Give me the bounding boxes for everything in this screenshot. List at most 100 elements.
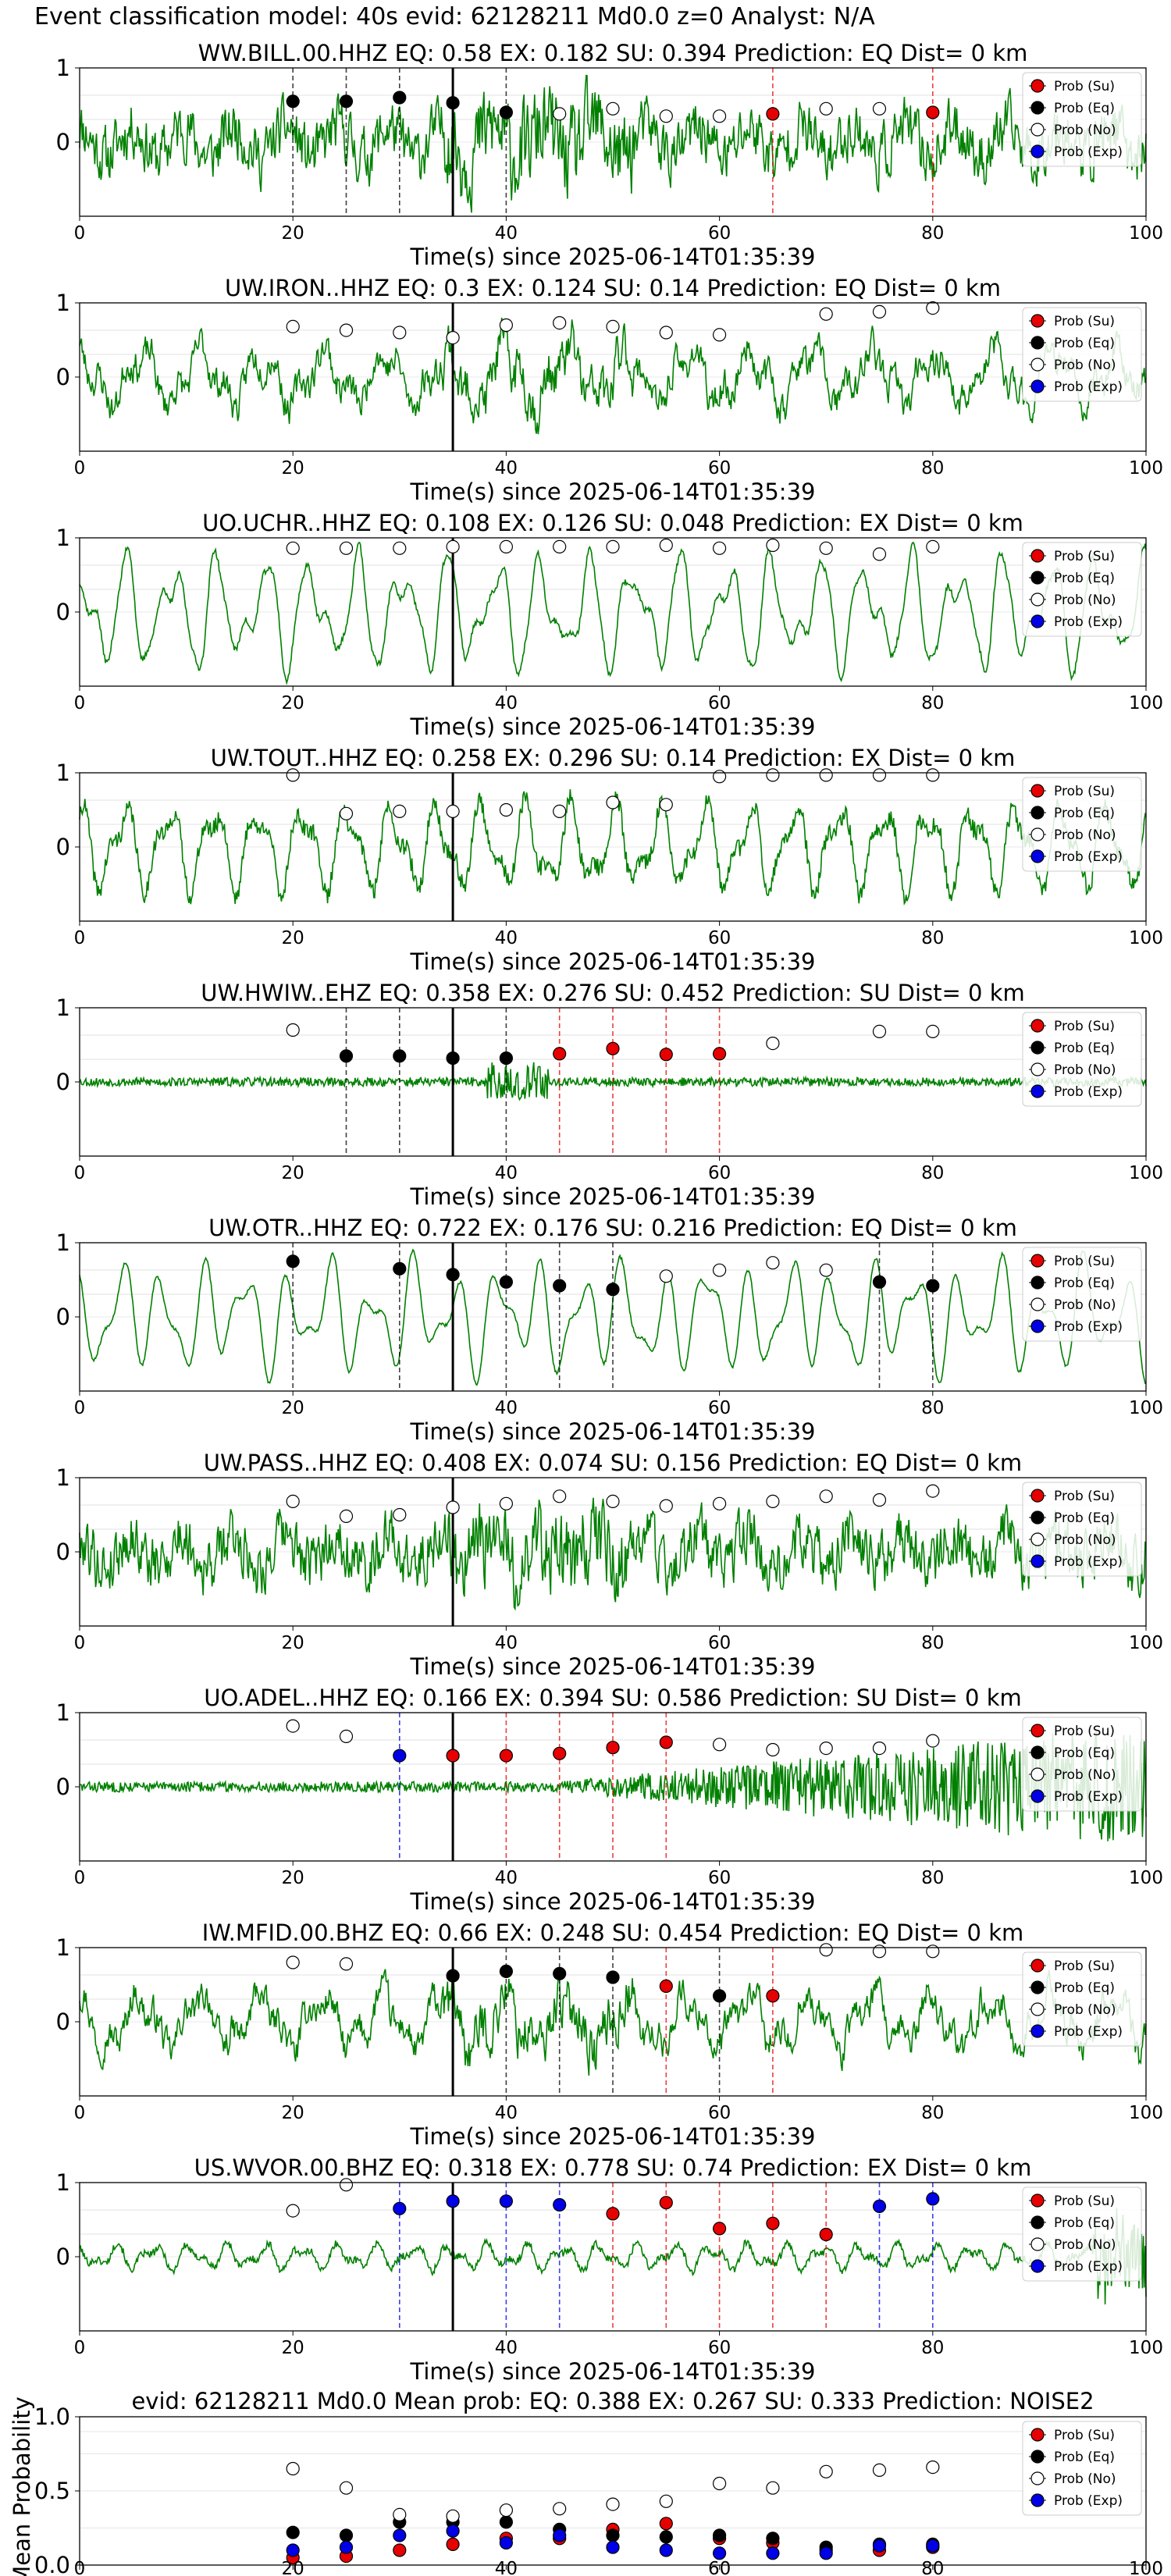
prob-marker-no xyxy=(286,2204,300,2218)
legend-label: Prob (Exp) xyxy=(1054,2024,1123,2040)
mean-prob-point-exp xyxy=(393,2528,407,2542)
x-tick-label: 20 xyxy=(282,2103,304,2123)
prob-marker-no xyxy=(499,539,514,554)
x-tick-label: 60 xyxy=(708,1633,731,1653)
mean-prob-point-exp xyxy=(606,2540,620,2554)
prob-marker-eq xyxy=(393,1049,407,1063)
mean-prob-point-no xyxy=(446,2509,460,2523)
prob-marker-no xyxy=(286,541,300,555)
x-tick-label: 0 xyxy=(74,1633,86,1653)
prob-marker-no xyxy=(872,547,887,561)
x-tick-label: 60 xyxy=(708,1868,731,1888)
prob-marker-su xyxy=(446,1749,460,1763)
prob-marker-eq xyxy=(712,1989,727,2003)
mean-prob-point-exp xyxy=(286,2543,300,2557)
prob-marker-no xyxy=(659,109,673,123)
prob-marker-no xyxy=(659,1269,673,1283)
prob-marker-no xyxy=(819,307,833,321)
x-tick-label: 0 xyxy=(74,2103,86,2123)
x-axis-label: Time(s) since 2025-06-14T01:35:39 xyxy=(410,1653,816,1680)
legend-marker-exp xyxy=(1030,379,1045,393)
mean-prob-point-exp xyxy=(819,2546,833,2560)
legend-marker-no xyxy=(1030,1297,1045,1311)
legend-label: Prob (Eq) xyxy=(1054,2215,1115,2231)
legend-marker-su xyxy=(1030,1724,1045,1738)
prob-marker-no xyxy=(393,1507,407,1522)
panel-8: UO.ADEL..HHZ EQ: 0.166 EX: 0.394 SU: 0.5… xyxy=(56,1685,1163,1915)
panel-title: UW.OTR..HHZ EQ: 0.722 EX: 0.176 SU: 0.21… xyxy=(208,1215,1017,1241)
panel-title: UW.IRON..HHZ EQ: 0.3 EX: 0.124 SU: 0.14 … xyxy=(225,275,1001,301)
prob-marker-no xyxy=(606,1494,620,1509)
prob-marker-exp xyxy=(872,2199,887,2213)
x-tick-label: 80 xyxy=(921,693,944,713)
mean-prob-point-no xyxy=(499,2503,514,2517)
prob-marker-no xyxy=(659,326,673,340)
prob-marker-no xyxy=(926,301,940,315)
mean-prob-point-exp xyxy=(339,2540,354,2554)
legend-label: Prob (Exp) xyxy=(1054,1554,1123,1570)
x-tick-label: 20 xyxy=(282,2338,304,2358)
legend-marker-eq xyxy=(1030,571,1045,585)
x-tick-label: 60 xyxy=(708,2103,731,2123)
mean-prob-point-no xyxy=(286,2461,300,2476)
prob-marker-eq xyxy=(499,1275,514,1289)
mean-prob-point-no xyxy=(712,2476,727,2491)
prob-marker-no xyxy=(286,1955,300,1969)
legend-label: Prob (Eq) xyxy=(1054,1041,1115,1056)
mean-prob-point-no xyxy=(872,2463,887,2477)
x-tick-label: 20 xyxy=(282,223,304,244)
prob-marker-no xyxy=(766,768,780,782)
legend-marker-no xyxy=(1030,1767,1045,1781)
prob-marker-no xyxy=(766,1494,780,1509)
prob-marker-no xyxy=(766,1036,780,1051)
mean-prob-point-su xyxy=(659,2517,673,2531)
x-tick-label: 80 xyxy=(921,928,944,948)
waveform-trace xyxy=(79,317,1147,435)
legend-marker-su xyxy=(1030,549,1045,563)
prob-marker-su xyxy=(606,1741,620,1755)
legend-marker-exp xyxy=(1030,1554,1045,1568)
mean-prob-point-exp xyxy=(446,2524,460,2538)
prob-marker-eq xyxy=(499,1964,514,1978)
x-tick-label: 60 xyxy=(708,693,731,713)
legend-label: Prob (No) xyxy=(1054,1062,1116,1078)
prob-marker-no xyxy=(393,541,407,555)
panel-3: UO.UCHR..HHZ EQ: 0.108 EX: 0.126 SU: 0.0… xyxy=(56,510,1163,740)
x-tick-label: 80 xyxy=(921,2338,944,2358)
prob-marker-no xyxy=(712,541,727,555)
prob-marker-no xyxy=(659,1499,673,1513)
prob-marker-no xyxy=(553,539,567,554)
legend-box xyxy=(1022,542,1142,637)
prob-marker-no xyxy=(766,538,780,553)
x-tick-label: 100 xyxy=(1129,1398,1163,1418)
x-tick-label: 100 xyxy=(1129,223,1163,244)
prob-marker-no xyxy=(499,802,514,817)
mean-prob-point-no xyxy=(393,2507,407,2521)
legend-marker-eq xyxy=(1030,2215,1045,2229)
panel-10: US.WVOR.00.BHZ EQ: 0.318 EX: 0.778 SU: 0… xyxy=(56,2154,1163,2385)
legend-marker-su xyxy=(1030,1254,1045,1268)
y-tick-label: 1 xyxy=(56,1699,70,1726)
prob-marker-no xyxy=(819,1489,833,1503)
legend-marker-no xyxy=(1030,2471,1045,2485)
legend-box xyxy=(1022,1717,1142,1812)
prob-marker-no xyxy=(819,1943,833,1957)
prob-marker-no xyxy=(712,1263,727,1277)
prob-marker-eq xyxy=(553,1966,567,1980)
legend-box xyxy=(1022,1952,1142,2047)
y-tick-label: 0.0 xyxy=(34,2552,70,2576)
prob-marker-no xyxy=(339,541,354,555)
prob-marker-su xyxy=(712,2222,727,2236)
panel-7: UW.PASS..HHZ EQ: 0.408 EX: 0.074 SU: 0.1… xyxy=(56,1450,1163,1680)
x-tick-label: 100 xyxy=(1129,1163,1163,1183)
prob-marker-eq xyxy=(339,1049,354,1063)
x-tick-label: 60 xyxy=(708,928,731,948)
prob-marker-no xyxy=(286,319,300,333)
legend-label: Prob (No) xyxy=(1054,2471,1116,2487)
prob-marker-no xyxy=(872,304,887,318)
legend-marker-su xyxy=(1030,2194,1045,2208)
prob-marker-eq xyxy=(499,1051,514,1066)
prob-marker-exp xyxy=(926,2192,940,2206)
waveform-trace xyxy=(79,541,1147,685)
y-tick-label: 1 xyxy=(56,760,70,786)
